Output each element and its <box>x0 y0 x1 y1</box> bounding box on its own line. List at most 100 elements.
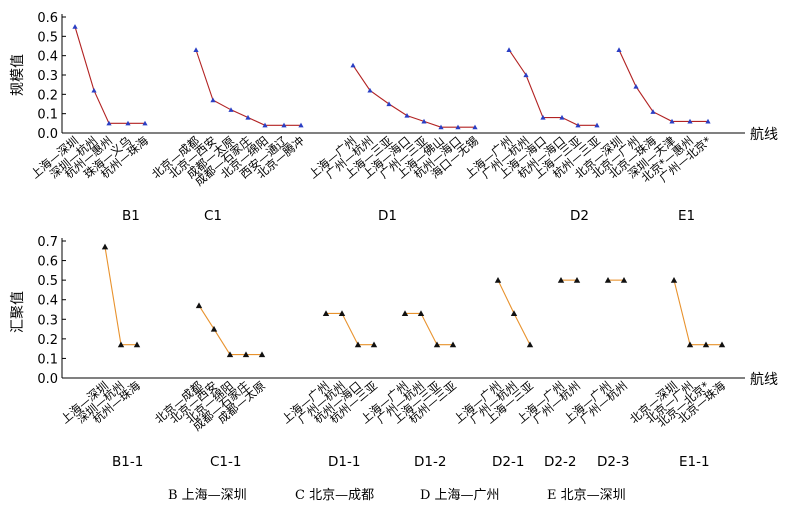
y-tick-label: 0.3 <box>37 69 58 84</box>
group-label: D2-3 <box>597 454 629 470</box>
data-point <box>72 24 78 29</box>
data-point <box>506 47 512 52</box>
data-point <box>354 341 362 348</box>
group-label: D1-1 <box>328 454 360 470</box>
data-point <box>472 124 478 130</box>
y-axis-label: 汇聚值 <box>10 291 26 333</box>
y-tick-label: 0.6 <box>37 11 58 26</box>
data-point <box>449 341 457 348</box>
data-point <box>455 124 461 130</box>
data-point <box>101 243 109 250</box>
group-label: D1-2 <box>414 454 446 470</box>
data-point <box>417 310 425 316</box>
data-point <box>91 87 97 93</box>
data-point <box>433 341 441 348</box>
y-tick-label: 0.3 <box>37 313 58 328</box>
group-label: D2 <box>570 208 589 224</box>
data-point <box>438 124 444 130</box>
legend-item-e: E 北京—深圳 <box>547 488 626 503</box>
route-legend: B 上海—深圳 C 北京—成都 D 上海—广州 E 北京—深圳 <box>0 484 796 506</box>
data-point <box>687 118 693 124</box>
data-point <box>193 47 199 52</box>
series-line-C1 <box>195 49 301 126</box>
data-point <box>404 113 410 118</box>
data-point <box>401 310 409 316</box>
data-point <box>258 351 266 358</box>
series-line-C1-1 <box>198 305 262 356</box>
group-label: B1-1 <box>112 454 143 470</box>
data-point <box>226 351 234 358</box>
data-point <box>386 101 392 107</box>
y-tick-label: 0.1 <box>37 352 58 367</box>
y-tick-label: 0.2 <box>37 333 58 348</box>
data-point <box>620 276 628 283</box>
y-tick-label: 0.2 <box>37 88 58 103</box>
data-point <box>370 341 378 348</box>
data-point <box>718 341 726 348</box>
data-point <box>686 341 694 348</box>
series-line-D2 <box>508 49 597 126</box>
group-label: E1-1 <box>679 454 710 470</box>
group-label: D2-1 <box>492 454 524 470</box>
data-point <box>494 276 502 283</box>
scale-value-chart: 0.00.10.20.30.40.50.6规模值航线上海—深圳深圳—杭州杭州—惠… <box>10 11 778 224</box>
data-point <box>195 302 203 309</box>
data-point <box>125 120 131 126</box>
series-line-D1-2 <box>405 312 453 346</box>
y-tick-label: 0.5 <box>37 274 58 289</box>
data-point <box>594 122 600 128</box>
series-line-B1-1 <box>104 246 137 346</box>
data-point <box>557 276 565 283</box>
data-point <box>245 114 251 120</box>
data-point <box>670 276 678 283</box>
data-point <box>573 276 581 283</box>
group-label: B1 <box>122 208 140 224</box>
data-point <box>210 325 218 332</box>
group-label: E1 <box>678 208 695 224</box>
y-tick-label: 0.4 <box>37 294 58 309</box>
data-point <box>540 114 546 120</box>
data-point <box>702 341 710 348</box>
data-point <box>604 276 612 283</box>
x-axis-label: 航线 <box>750 127 778 143</box>
data-point <box>338 310 346 316</box>
group-label: D2-2 <box>544 454 576 470</box>
data-point <box>350 62 356 68</box>
series-line-E1-1 <box>673 280 722 346</box>
legend-item-c: C 北京—成都 <box>295 488 375 503</box>
y-tick-label: 0.7 <box>37 235 58 250</box>
data-point <box>298 122 304 128</box>
data-point <box>322 310 330 316</box>
y-tick-label: 0.0 <box>37 127 58 142</box>
data-point <box>210 97 216 103</box>
series-line-D1-1 <box>326 312 374 346</box>
data-point <box>117 341 125 348</box>
data-point <box>262 122 268 128</box>
group-label: C1 <box>204 208 222 224</box>
data-point <box>228 107 234 112</box>
series-line-D1 <box>352 65 475 128</box>
data-point <box>142 120 148 126</box>
data-point <box>367 87 373 93</box>
data-point <box>669 118 675 124</box>
data-point <box>705 118 711 124</box>
data-point <box>616 47 622 52</box>
y-tick-label: 0.6 <box>37 255 58 270</box>
data-point <box>421 118 427 124</box>
y-tick-label: 0.4 <box>37 50 58 65</box>
data-point <box>526 341 534 348</box>
data-point <box>523 72 529 78</box>
group-label: C1-1 <box>210 454 241 470</box>
y-tick-label: 0.1 <box>37 108 58 123</box>
y-axis-label: 规模值 <box>10 54 26 96</box>
legend-item-d: D 上海—广州 <box>420 488 500 503</box>
data-point <box>242 351 250 358</box>
data-point <box>575 122 581 128</box>
data-point <box>281 122 287 128</box>
data-point <box>633 84 639 89</box>
series-line-E1 <box>618 49 708 122</box>
data-point <box>133 341 141 348</box>
series-line-B1 <box>74 26 145 124</box>
data-point <box>510 310 518 316</box>
